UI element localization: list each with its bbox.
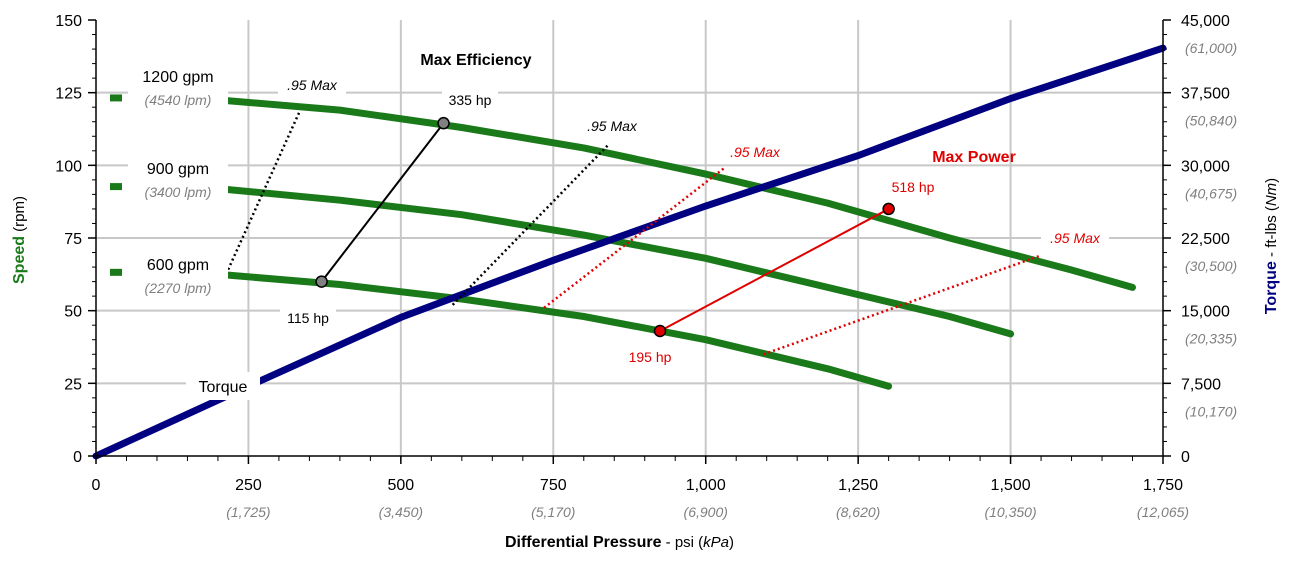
x-tick-label: 750 <box>540 477 567 494</box>
point-label-3: 195 hp <box>629 349 672 365</box>
max-power-label: Max Power <box>932 149 1016 166</box>
labels: 0 250(1,725)500(3,450)750(5,170)1,000(6,9… <box>11 13 1280 551</box>
y-right-tick-sublabel: (61,000) <box>1185 40 1237 56</box>
y-left-axis-title-bold: Speed <box>11 236 28 284</box>
y-left-axis-title-rest: (rpm) <box>11 196 28 236</box>
flow-sublabel-1: (3400 lpm) <box>145 184 212 200</box>
speed-curve-0 <box>214 96 1136 291</box>
y-left-tick-label: 150 <box>55 13 82 30</box>
x-tick-label: 500 <box>388 477 415 494</box>
point-label-bg-3 <box>622 348 678 367</box>
y-left-tick-label: 25 <box>64 376 82 393</box>
x-tick-sublabel: (5,170) <box>531 504 575 520</box>
y-left-axis-title: Speed (rpm) <box>11 196 28 284</box>
y-right-tick-label: 15,000 <box>1181 304 1230 321</box>
flow-sublabel-0: (4540 lpm) <box>145 92 212 108</box>
x-axis-title-bold: Differential Pressure <box>505 534 662 551</box>
eff-95-line-left <box>222 109 302 280</box>
power-95-label-left-bg <box>721 142 789 162</box>
eff-95-label-left: .95 Max <box>287 77 338 93</box>
flow-label-2: 600 gpm <box>147 257 209 274</box>
x-tick-sublabel: (3,450) <box>379 504 423 520</box>
power-95-label-left: .95 Max <box>730 144 781 160</box>
point-label-bg-2 <box>885 178 941 197</box>
y-left-tick-label: 75 <box>64 231 82 248</box>
flow-label-bg-1 <box>128 156 228 202</box>
point-marker-0 <box>437 116 450 130</box>
y-right-tick-label: 37,500 <box>1181 86 1230 103</box>
y-right-tick-label: 30,000 <box>1181 158 1230 175</box>
y-right-axis-title: Torque - ft-lbs (Nm) <box>1263 178 1280 314</box>
y-right-tick-sublabel: (30,500) <box>1185 258 1237 274</box>
eff-95-label-right: .95 Max <box>587 118 638 134</box>
torque-label-bg <box>186 372 260 400</box>
flow-label-1: 900 gpm <box>147 161 209 178</box>
point-marker-1 <box>315 275 328 288</box>
max-power-line <box>659 208 890 332</box>
y-right-tick-sublabel: (40,675) <box>1185 185 1237 201</box>
power-95-label-right-bg <box>1041 228 1109 248</box>
flow-label-bg-2 <box>128 252 228 298</box>
point-label-bg-1 <box>280 309 336 328</box>
x-tick-label: 1,500 <box>991 477 1031 494</box>
axes <box>88 19 1171 464</box>
power-95-line-right <box>763 254 1042 356</box>
y-right-axis-title-rest: - ft-lbs ( <box>1263 206 1280 261</box>
x-tick-label: 1,750 <box>1143 477 1183 494</box>
eff-95-label-left-bg <box>278 75 346 95</box>
x-tick-sublabel: (8,620) <box>836 504 880 520</box>
torque-curve <box>92 44 1167 460</box>
speed-curve-1 <box>214 185 1015 338</box>
x-axis-title: Differential Pressure - psi (kPa) <box>505 534 734 551</box>
y-right-tick-label: 45,000 <box>1181 13 1230 30</box>
y-right-tick-sublabel: (20,335) <box>1185 331 1237 347</box>
x-tick-label: 250 <box>235 477 262 494</box>
point-label-2: 518 hp <box>892 179 935 195</box>
y-right-axis-title-bold: Torque <box>1263 261 1280 314</box>
flow-sublabel-2: (2270 lpm) <box>145 280 212 296</box>
curves <box>92 44 1167 460</box>
speed-curve-2 <box>214 270 893 390</box>
x-tick-label: 0 <box>92 477 101 494</box>
x-tick-sublabel: (6,900) <box>684 504 728 520</box>
x-axis-title-italic: kPa <box>703 534 729 551</box>
y-right-tick-label: 22,500 <box>1181 231 1230 248</box>
max-efficiency-label: Max Efficiency <box>420 52 531 69</box>
x-axis-title-close: ) <box>729 534 734 551</box>
y-left-tick-label: 125 <box>55 86 82 103</box>
y-right-axis-title-close: ) <box>1263 178 1280 183</box>
x-tick-label: 1,000 <box>686 477 726 494</box>
max-efficiency-line <box>320 122 445 283</box>
eff-95-line-right <box>451 144 610 306</box>
x-tick-label: 1,250 <box>838 477 878 494</box>
overlay <box>222 109 1042 356</box>
flow-label-bg-0 <box>128 64 228 110</box>
y-right-tick-sublabel: (50,840) <box>1185 113 1237 129</box>
point-marker-2 <box>882 202 895 216</box>
point-label-bg-0 <box>442 91 498 110</box>
y-right-axis-title-italic: Nm <box>1263 183 1280 206</box>
y-left-tick-label: 100 <box>55 158 82 175</box>
y-left-tick-label: 50 <box>64 304 82 321</box>
power-95-label-right: .95 Max <box>1050 230 1101 246</box>
y-right-tick-sublabel: (10,170) <box>1185 403 1237 419</box>
x-tick-sublabel: (10,350) <box>984 504 1036 520</box>
x-tick-sublabel: (12,065) <box>1137 504 1189 520</box>
y-left-tick-label: 0 <box>73 449 82 466</box>
point-label-1: 115 hp <box>287 310 329 326</box>
x-tick-sublabel: (1,725) <box>226 504 270 520</box>
eff-95-label-right-bg <box>578 116 646 136</box>
torque-label: Torque <box>199 379 248 396</box>
grid <box>96 20 1163 456</box>
x-axis-title-rest: - psi ( <box>661 534 703 551</box>
y-right-tick-label: 0 <box>1181 449 1190 466</box>
point-label-0: 335 hp <box>449 92 492 108</box>
point-marker-3 <box>653 324 667 338</box>
y-right-tick-label: 7,500 <box>1181 376 1221 393</box>
flow-label-0: 1200 gpm <box>142 69 213 86</box>
